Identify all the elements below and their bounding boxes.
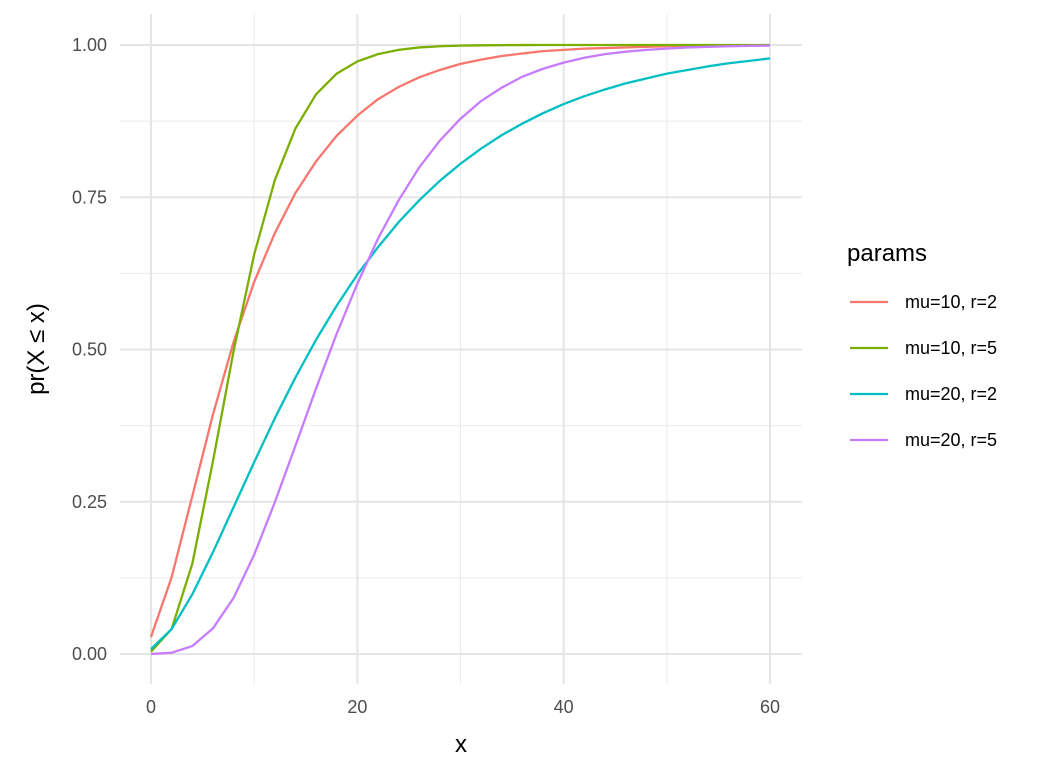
y-axis-tick-labels: 0.00 0.25 0.50 0.75 1.00: [72, 35, 107, 664]
y-axis-title: pr(X ≤ x): [23, 303, 50, 395]
x-tick-label: 40: [554, 697, 574, 717]
legend-label: mu=20, r=2: [905, 384, 997, 404]
series-lines: [149, 43, 771, 656]
x-axis-title: x: [455, 731, 467, 758]
legend-label: mu=10, r=2: [905, 292, 997, 312]
series-line-3: [150, 57, 771, 650]
legend-item: mu=10, r=5: [850, 338, 997, 358]
series-line-1: [149, 44, 771, 638]
y-tick-label: 0.75: [72, 187, 107, 207]
x-tick-label: 20: [347, 697, 367, 717]
x-tick-label: 0: [146, 697, 156, 717]
legend-item: mu=20, r=2: [850, 384, 997, 404]
legend-item: mu=10, r=2: [850, 292, 997, 312]
y-tick-label: 0.00: [72, 644, 107, 664]
legend: params mu=10, r=2mu=10, r=5mu=20, r=2mu=…: [847, 240, 997, 450]
legend-label: mu=10, r=5: [905, 338, 997, 358]
x-axis-tick-labels: 0 20 40 60: [146, 697, 780, 717]
legend-item: mu=20, r=5: [850, 430, 997, 450]
legend-items: mu=10, r=2 mu=10, r=5 mu=20, r=2 mu=20, r=5: [850, 292, 997, 450]
y-tick-label: 1.00: [72, 35, 107, 55]
y-tick-label: 0.50: [72, 340, 107, 360]
series-line-4: [150, 44, 771, 656]
legend-label: mu=20, r=5: [905, 430, 997, 450]
y-tick-label: 0.25: [72, 492, 107, 512]
x-tick-label: 60: [760, 697, 780, 717]
legend-title: params: [847, 240, 927, 267]
series-line-2: [150, 43, 770, 653]
